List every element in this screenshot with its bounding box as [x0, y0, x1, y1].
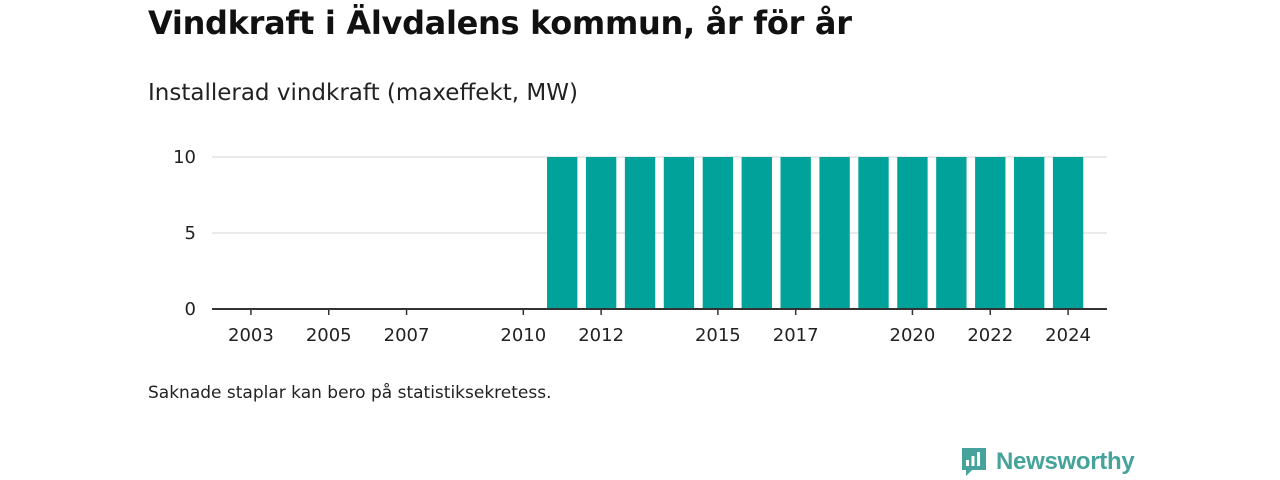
bar-2012 — [585, 157, 617, 309]
chart-title: Vindkraft i Älvdalens kommun, år för år — [148, 4, 852, 42]
x-tick-label: 2012 — [578, 325, 624, 346]
y-tick-label: 10 — [173, 147, 196, 168]
brand-logo[interactable]: Newsworthy — [960, 446, 1135, 478]
newsworthy-logo-icon — [962, 448, 986, 476]
bar-2023 — [1013, 157, 1045, 309]
bar-2013 — [624, 157, 656, 309]
bar-2019 — [858, 157, 889, 309]
bar-2022 — [975, 157, 1006, 309]
bar-2015 — [702, 157, 734, 309]
bars — [547, 157, 1084, 309]
x-tick-label: 2024 — [1045, 325, 1091, 346]
bar-2016 — [741, 157, 772, 309]
chart-subtitle: Installerad vindkraft (maxeffekt, MW) — [148, 80, 578, 106]
x-tick-label: 2017 — [773, 325, 819, 346]
bar-2014 — [663, 157, 695, 309]
bar-2017 — [780, 157, 811, 309]
x-tick-label: 2020 — [890, 325, 936, 346]
x-tick-label: 2015 — [695, 325, 741, 346]
axes: 0 5 10 2003 2005 2007 2010 2012 2015 2017 2020 2022… — [173, 147, 1107, 346]
x-tick-label: 2022 — [967, 325, 1013, 346]
gridlines — [212, 156, 1107, 234]
y-tick-label: 0 — [185, 299, 196, 320]
x-tick-label: 2005 — [306, 325, 352, 346]
bar-2021 — [936, 157, 967, 309]
y-tick-label: 5 — [185, 223, 196, 244]
footnote: Saknade staplar kan bero på statistiksek… — [148, 383, 552, 403]
bar-2020 — [897, 157, 928, 309]
x-tick-label: 2007 — [384, 325, 430, 346]
bar-2024 — [1052, 157, 1084, 309]
bar-2018 — [819, 157, 850, 309]
bar-2011 — [547, 157, 578, 309]
x-tick-label: 2003 — [228, 325, 274, 346]
brand-name: Newsworthy — [996, 448, 1135, 475]
x-tick-label: 2010 — [500, 325, 546, 346]
bar-chart: 0 5 10 2003 2005 2007 2010 2012 2015 2017 2020 2022… — [173, 147, 1107, 346]
